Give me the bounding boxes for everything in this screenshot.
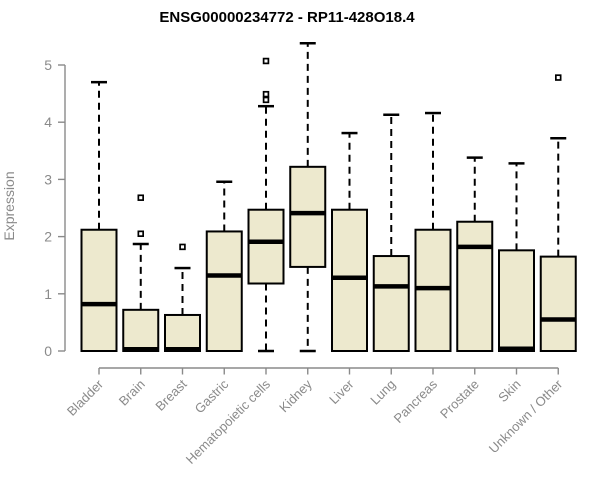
iqr-box [498, 249, 535, 352]
box-plot [289, 42, 327, 353]
x-tick-label: Skin [495, 377, 523, 405]
box-plot [331, 131, 368, 352]
plot-area [80, 42, 577, 353]
y-tick-label: 4 [44, 114, 52, 130]
box-plot [456, 156, 494, 352]
box-plot [80, 80, 118, 352]
box-plot [539, 74, 577, 352]
outlier-point [262, 96, 270, 104]
y-tick-label: 5 [44, 57, 52, 73]
iqr-box [289, 165, 327, 268]
iqr-box [247, 208, 285, 285]
outlier-point [179, 243, 186, 251]
x-tick-label: Prostate [437, 377, 482, 422]
y-tick-label: 1 [44, 286, 52, 302]
outlier-point [262, 90, 270, 98]
x-tick-label: Unknown / Other [486, 376, 566, 456]
outlier-point [137, 194, 145, 201]
y-tick-label: 0 [44, 343, 52, 359]
iqr-box [414, 228, 452, 352]
iqr-box [80, 228, 118, 352]
iqr-box [372, 255, 410, 353]
box-plot [164, 243, 201, 352]
box-plot [247, 57, 285, 353]
iqr-box [122, 308, 160, 353]
x-tick-label: Kidney [276, 376, 315, 415]
y-tick-label: 2 [44, 229, 52, 245]
y-axis: 0 1 2 3 4 5 [44, 57, 66, 359]
outlier-point [137, 230, 145, 237]
iqr-box [205, 230, 243, 352]
iqr-box [331, 208, 368, 352]
y-axis-label: Expression [1, 171, 17, 240]
y-tick-label: 3 [44, 171, 52, 187]
x-tick-label: Liver [326, 376, 357, 407]
x-tick-label: Bladder [64, 376, 107, 419]
box-plot [122, 194, 160, 353]
iqr-box [539, 255, 577, 352]
box-plot [205, 180, 243, 352]
x-tick-label: Breast [152, 376, 189, 413]
box-plot [498, 162, 535, 352]
x-tick-label: Pancreas [391, 376, 441, 426]
outlier-point [262, 57, 270, 65]
iqr-box [456, 220, 494, 352]
box-plot [372, 113, 410, 353]
outlier-point [554, 74, 562, 81]
chart-title: ENSG00000234772 - RP11-428O18.4 [159, 9, 415, 26]
x-tick-label: Gastric [192, 376, 232, 416]
x-tick-label: Lung [367, 377, 398, 408]
x-tick-label: Brain [116, 377, 148, 409]
iqr-box [164, 313, 201, 352]
box-plot [414, 111, 452, 352]
